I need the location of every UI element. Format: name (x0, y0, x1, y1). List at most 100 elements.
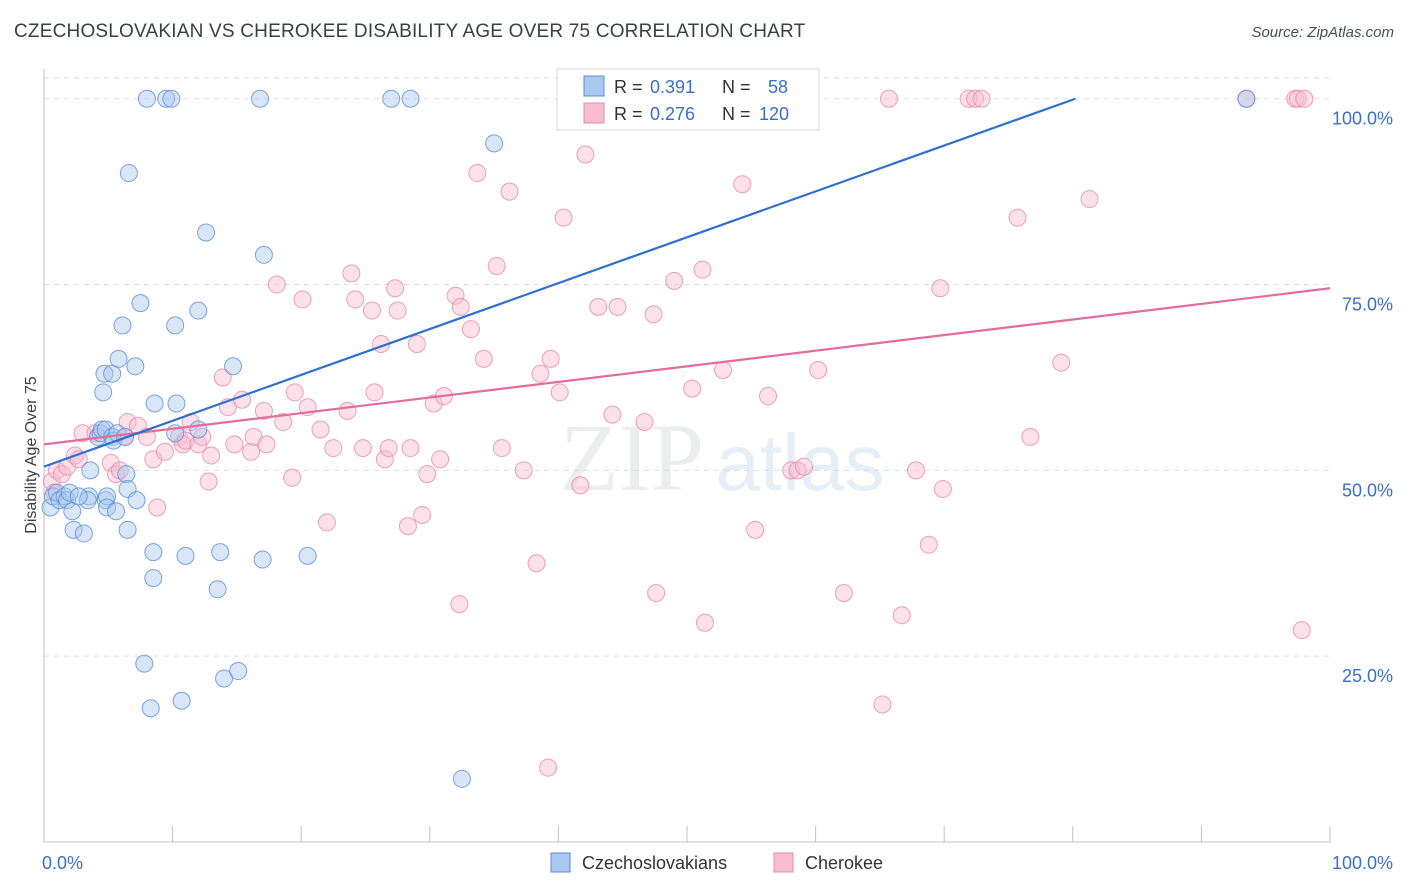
czech-point (172, 691, 191, 710)
czech-point (189, 301, 208, 320)
cherokee-point (603, 405, 622, 424)
legend-bottom-cherokee-swatch (773, 852, 794, 873)
czech-point (211, 543, 230, 562)
cherokee-point (101, 453, 120, 472)
cherokee-point (1008, 208, 1027, 227)
czech-point (109, 349, 128, 368)
czech-points (41, 89, 1256, 788)
cherokee-point (199, 472, 218, 491)
czech-point (141, 699, 160, 718)
cherokee-point (879, 89, 898, 108)
legend-cherokee-swatch (583, 102, 605, 124)
cherokee-point (311, 420, 330, 439)
czech-point (485, 134, 504, 153)
legend-czech-n-label: N = (722, 77, 756, 97)
czech-point (382, 89, 401, 108)
cherokee-point (1021, 427, 1040, 446)
czech-point (69, 487, 88, 506)
cherokee-point (254, 401, 273, 420)
legend-czech-n-value: 58 (768, 77, 788, 97)
trend-lines (43, 97, 1331, 468)
czech-point (208, 580, 227, 599)
cherokee-point (500, 182, 519, 201)
cherokee-point (118, 413, 137, 432)
cherokee-point (550, 383, 569, 402)
cherokee-point (834, 584, 853, 603)
czech-point (144, 569, 163, 588)
cherokee-point (375, 450, 394, 469)
cherokee-point (665, 271, 684, 290)
cherokee-point (446, 286, 465, 305)
czech-point (197, 223, 216, 242)
cherokee-point (1288, 89, 1307, 108)
cherokee-point (1080, 190, 1099, 209)
czech-point (135, 654, 154, 673)
cherokee-point (714, 361, 733, 380)
cherokee-point (759, 387, 778, 406)
czech-point (131, 294, 150, 313)
cherokee-point (362, 301, 381, 320)
cherokee-point (42, 472, 61, 491)
y-tick-label: 25.0% (1342, 666, 1393, 686)
legend-cherokee-n-label: N = (722, 104, 756, 124)
legend-top: R = 0.391 N = 58 R = 0.276 N = 120 (556, 68, 820, 131)
cherokee-point (257, 435, 276, 454)
cherokee-point (959, 89, 978, 108)
czech-point (166, 316, 185, 335)
czech-point (63, 502, 82, 521)
cherokee-point (450, 595, 469, 614)
cherokee-point (342, 264, 361, 283)
y-axis-label: Disability Age Over 75 (23, 376, 40, 534)
cherokee-point (644, 305, 663, 324)
cherokee-point (696, 613, 715, 632)
cherokee-point (413, 505, 432, 524)
legend-czech-swatch (583, 75, 605, 97)
legend-cherokee-n-value: 120 (759, 104, 789, 124)
cherokee-point (733, 175, 752, 194)
czech-point (215, 669, 234, 688)
cherokee-point (527, 554, 546, 573)
source-credit: Source: ZipAtlas.com (1251, 24, 1394, 41)
czech-point (117, 465, 136, 484)
czech-point (229, 662, 248, 681)
legend-czech-r-label: R = (614, 77, 648, 97)
cherokee-point (468, 164, 487, 183)
cherokee-point (324, 439, 343, 458)
cherokee-point (148, 498, 167, 517)
cherokee-point (1052, 353, 1071, 372)
czech-point (113, 316, 132, 335)
cherokee-point (554, 208, 573, 227)
cherokee-point (647, 584, 666, 603)
cherokee-point (267, 275, 286, 294)
czech-point (298, 546, 317, 565)
x-tick-label: 0.0% (42, 853, 83, 873)
cherokee-point (514, 461, 533, 480)
czech-point (224, 357, 243, 376)
cherokee-point (873, 695, 892, 714)
czech-point (145, 394, 164, 413)
cherokee-point (919, 535, 938, 554)
cherokee-point (379, 439, 398, 458)
czech-point (189, 420, 208, 439)
cherokee-point (892, 606, 911, 625)
legend-czech-r-value: 0.391 (650, 77, 695, 97)
czech-point (94, 383, 113, 402)
czech-point (157, 89, 176, 108)
czech-point (452, 769, 471, 788)
czech-point (78, 491, 97, 510)
cherokee-point (431, 450, 450, 469)
cherokee-point (683, 379, 702, 398)
czech-trend-line (43, 97, 1076, 468)
czech-point (401, 89, 420, 108)
czech-point (119, 164, 138, 183)
cherokee-point (531, 364, 550, 383)
czech-point (254, 245, 273, 264)
czech-point (64, 520, 83, 539)
cherokee-point (353, 439, 372, 458)
cherokee-point (338, 401, 357, 420)
czech-point (118, 520, 137, 539)
cherokee-point (242, 442, 261, 461)
legend-bottom-cherokee-label: Cherokee (805, 853, 883, 873)
cherokee-point (693, 260, 712, 279)
cherokee-point (589, 297, 608, 316)
